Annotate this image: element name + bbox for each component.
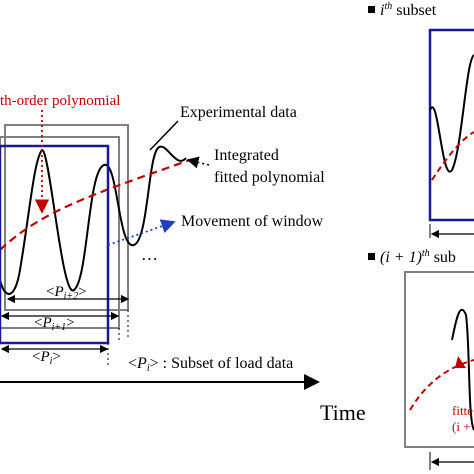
p-i-plus-1-label: <Pi+1> <box>34 315 75 333</box>
window-i <box>0 144 110 345</box>
window-i-plus-2 <box>4 124 129 311</box>
p-i-plus-2-label: <Pi+2> <box>46 284 87 302</box>
integrated-label-line2: fitted polynomial <box>214 169 325 186</box>
time-axis-label: Time <box>320 400 366 425</box>
fitted-partial-label: fitte <box>452 403 473 418</box>
p-i-plus-2-subscript: i+2 <box>63 291 79 302</box>
p-i-plus-1-symbol: P <box>42 315 52 331</box>
movement-arrow <box>107 219 176 246</box>
integrated-label-line1: Integrated <box>214 147 279 164</box>
experimental-data-curve <box>0 145 187 295</box>
ith-text: subset <box>392 2 437 19</box>
legend-symbol-p: P <box>137 355 147 372</box>
ellipsis-label: … <box>141 245 158 264</box>
ith-data-curve <box>429 54 474 173</box>
ith-subset-title: ith subset <box>380 2 436 19</box>
i1-prefix: (i + 1) <box>380 249 422 266</box>
ith-i: i <box>380 2 385 19</box>
legend-symbol-i: i <box>146 363 150 374</box>
p-i-symbol: P <box>40 349 50 365</box>
polynomial-label: th-order polynomial <box>0 94 120 109</box>
ith-fit-curve <box>431 131 474 181</box>
experimental-data-label: Experimental data <box>180 104 297 121</box>
i1-subset-title: (i + 1)th sub <box>380 249 456 266</box>
ith-subset-window <box>428 28 474 222</box>
experimental-pointer <box>149 120 179 151</box>
i1-subset-window <box>404 271 474 448</box>
ith-sup: th <box>384 1 393 12</box>
p-i-label: <Pi> <box>32 349 61 367</box>
polynomial-label-text: th-order polynomial <box>0 93 121 109</box>
movement-label: Movement of window <box>181 213 324 230</box>
i1-data-curve <box>451 308 474 431</box>
i1-partial-label: (i + <box>452 419 471 434</box>
i1-text: sub <box>429 249 456 266</box>
i1-fit-curve <box>409 359 474 411</box>
i1-legend-marker <box>368 253 375 260</box>
fitted-polynomial-curve <box>0 158 191 251</box>
window-i-plus-1 <box>0 136 120 329</box>
ith-legend-marker <box>368 6 375 13</box>
legend-text: : Subset of load data <box>162 355 294 372</box>
p-i-plus-1-subscript: i+1 <box>51 322 67 333</box>
legend-subset-label: <Pi> : Subset of load data <box>128 355 294 374</box>
p-i-plus-2-symbol: P <box>54 284 64 300</box>
i1-sup: th <box>421 248 430 259</box>
i1-arrow-head <box>455 356 466 368</box>
integrated-pointer-arrow <box>186 156 210 169</box>
p-i-subscript: i <box>49 356 53 367</box>
